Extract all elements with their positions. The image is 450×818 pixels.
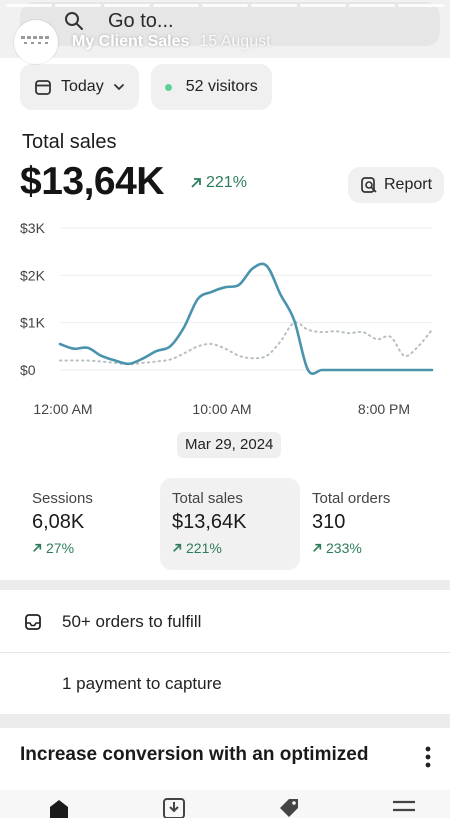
orders-to-fulfill-label: 50+ orders to fulfill [62,612,202,631]
search-box[interactable]: Go to... [20,2,440,46]
sales-line-chart: $3K $2K $1K $0 12:00 AM 10:00 AM 8:00 PM [20,220,434,417]
story-progress-segment [104,4,150,7]
filter-bar: Today 52 visitors [20,64,272,110]
trend-up-icon [191,178,201,188]
metric-label: Sessions [32,490,93,507]
metric-change-value: 221% [186,540,222,556]
metric-change-value: 27% [46,540,75,556]
tag-icon[interactable] [276,796,302,818]
total-sales-value: $13,64K [20,160,164,203]
search-icon [65,12,83,30]
section-divider [0,714,450,728]
metric-total-sales[interactable]: Total sales $13,64K 221% [160,478,300,570]
story-progress-segment [300,4,346,7]
story-progress-segment [398,4,444,7]
home-icon[interactable] [46,796,72,818]
menu-icon[interactable] [391,796,417,818]
payment-capture-label: 1 payment to capture [62,674,222,693]
avatar[interactable] [14,20,58,64]
metric-label: Total orders [312,490,391,507]
trend-up-icon [33,543,42,552]
metric-change: 27% [32,540,148,556]
more-options-icon[interactable] [422,744,434,770]
metric-change-value: 233% [326,540,362,556]
visitors-button[interactable]: 52 visitors [150,64,272,110]
metrics-row: Sessions 6,08K 27% Total sales $13,64K 2… [20,478,440,570]
story-progress-segment [251,4,297,7]
orders-to-fulfill-row[interactable]: 50+ orders to fulfill [0,598,450,646]
search-placeholder: Go to... [108,10,174,32]
chart-date-label: Mar 29, 2024 [177,432,282,458]
chevron-down-icon [113,84,124,90]
section-divider [0,580,450,590]
y-tick-label: $0 [20,362,36,378]
avatar-logo-icon [19,32,53,52]
trend-up-icon [313,543,322,552]
total-sales-label: Total sales [22,131,117,153]
story-progress-segment [202,4,248,7]
story-progress-segment [349,4,395,7]
metric-value: $13,64K [172,511,247,533]
story-username[interactable]: My Client Sales [72,33,190,50]
story-progress [6,4,444,7]
metric-value: 310 [312,511,346,533]
y-tick-label: $3K [20,220,46,236]
payment-capture-row[interactable]: 1 payment to capture [0,660,450,708]
metric-label: Total sales [172,490,243,507]
y-tick-label: $2K [20,267,46,283]
metric-sessions[interactable]: Sessions 6,08K 27% [20,478,160,570]
y-tick-label: $1K [20,315,46,331]
story-timestamp: 15 August [199,33,271,50]
x-tick-label: 8:00 PM [358,401,410,417]
story-progress-segment [55,4,101,7]
total-sales-change: 221% [190,174,247,192]
x-tick-label: 12:00 AM [33,401,92,417]
date-filter-label: Today [61,78,104,95]
story-progress-segment [6,4,52,7]
metric-total-orders[interactable]: Total orders 310 233% [300,478,440,570]
bottom-navigation [0,790,450,818]
report-label: Report [384,176,433,193]
inbox-icon [25,614,41,630]
metric-change: 221% [172,540,288,556]
report-button[interactable]: Report [348,167,445,203]
metric-change: 233% [312,540,428,556]
story-progress-segment [153,4,199,7]
comparison-series-line [59,321,433,366]
report-icon [361,177,377,193]
x-tick-label: 10:00 AM [192,401,251,417]
date-filter-button[interactable]: Today [20,64,139,110]
story-header: My Client Sales 15 August [14,20,271,64]
total-sales-change-value: 221% [206,174,247,191]
orders-download-icon[interactable] [161,796,187,818]
sales-series-line [58,262,434,375]
live-dot-icon [164,83,172,91]
trend-up-icon [173,543,182,552]
top-bar: Go to... [0,0,450,58]
calendar-icon [35,80,51,95]
row-divider [0,652,450,653]
promo-title[interactable]: Increase conversion with an optimized [20,744,369,765]
visitors-label: 52 visitors [185,78,258,95]
metric-value: 6,08K [32,511,85,533]
